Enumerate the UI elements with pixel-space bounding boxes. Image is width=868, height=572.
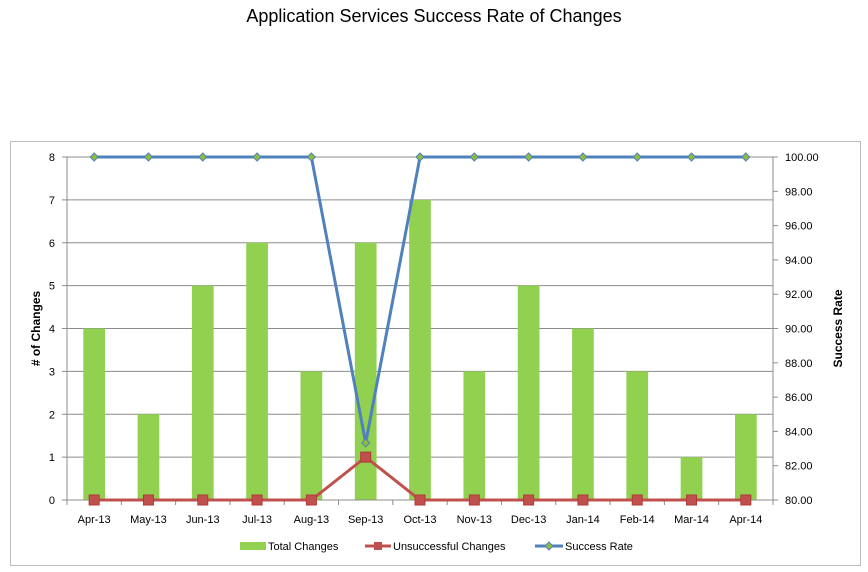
x-tick-label: Oct-13 xyxy=(403,514,436,526)
y2-tick-label: 86.00 xyxy=(785,392,813,404)
bar-total-changes xyxy=(300,371,323,500)
marker-unsuccessful-changes xyxy=(740,494,752,506)
y2-axis-title: Success Rate xyxy=(831,289,845,367)
marker-unsuccessful-changes xyxy=(88,494,100,506)
marker-success-rate xyxy=(469,152,480,162)
marker-success-rate xyxy=(198,152,208,162)
y-tick-label: 0 xyxy=(49,495,55,507)
marker-success-rate xyxy=(415,152,425,162)
marker-unsuccessful-changes xyxy=(360,451,372,463)
bar-total-changes xyxy=(463,371,486,500)
x-tick-label: Jan-14 xyxy=(566,514,600,526)
y-tick-label: 5 xyxy=(49,281,55,293)
marker-success-rate xyxy=(523,152,534,162)
bar-total-changes xyxy=(572,328,594,500)
y-tick-label: 6 xyxy=(49,238,55,250)
y2-tick-label: 88.00 xyxy=(785,358,813,370)
chart-title: Application Services Success Rate of Cha… xyxy=(246,6,622,26)
marker-success-rate xyxy=(306,152,317,162)
y-tick-label: 8 xyxy=(49,152,55,164)
bar-total-changes xyxy=(517,285,540,500)
marker-success-rate xyxy=(89,152,99,162)
bar-total-changes xyxy=(83,328,106,500)
marker-unsuccessful-changes xyxy=(414,494,426,506)
bar-total-changes xyxy=(626,371,649,500)
legend-swatch-total-changes xyxy=(240,542,266,550)
x-tick-label: May-13 xyxy=(130,514,167,526)
marker-success-rate xyxy=(741,152,751,162)
marker-unsuccessful-changes xyxy=(251,494,263,506)
x-tick-label: Nov-13 xyxy=(457,514,492,526)
y-tick-label: 7 xyxy=(49,195,55,207)
marker-success-rate xyxy=(686,152,697,162)
y2-tick-label: 100.00 xyxy=(785,152,819,164)
marker-unsuccessful-changes xyxy=(523,494,535,506)
x-tick-label: Dec-13 xyxy=(511,514,546,526)
x-tick-label: Apr-13 xyxy=(78,514,111,526)
legend-marker-diamond xyxy=(544,541,554,551)
y2-tick-label: 96.00 xyxy=(785,221,813,233)
bar-total-changes xyxy=(354,242,377,500)
legend-label: Unsuccessful Changes xyxy=(393,541,506,553)
marker-unsuccessful-changes xyxy=(142,494,154,506)
marker-success-rate xyxy=(360,438,371,448)
x-tick-label: Apr-14 xyxy=(729,514,762,526)
y2-tick-label: 92.00 xyxy=(785,289,813,301)
x-tick-label: Feb-14 xyxy=(620,514,655,526)
marker-unsuccessful-changes xyxy=(468,494,480,506)
line-series xyxy=(88,152,752,506)
legend-marker-square xyxy=(374,542,382,550)
marker-unsuccessful-changes xyxy=(197,494,209,506)
bar-total-changes xyxy=(409,199,431,500)
y-axis-title: # of Changes xyxy=(29,291,43,367)
y-tick-label: 2 xyxy=(49,409,55,421)
legend-label: Success Rate xyxy=(565,541,633,553)
marker-unsuccessful-changes xyxy=(305,494,317,506)
marker-unsuccessful-changes xyxy=(686,494,698,506)
bar-total-changes xyxy=(734,414,757,500)
y-tick-label: 3 xyxy=(49,366,55,378)
marker-success-rate xyxy=(252,152,262,162)
y2-tick-label: 82.00 xyxy=(785,461,813,473)
x-tick-label: Jun-13 xyxy=(186,514,220,526)
legend-label: Total Changes xyxy=(268,541,339,553)
y-tick-label: 4 xyxy=(49,324,55,336)
bar-total-changes xyxy=(137,414,160,500)
bar-total-changes xyxy=(680,457,703,500)
bar-total-changes xyxy=(246,242,268,500)
bar-total-changes xyxy=(191,285,214,500)
y2-tick-label: 94.00 xyxy=(785,255,813,267)
y2-tick-label: 80.00 xyxy=(785,495,813,507)
marker-success-rate xyxy=(143,152,154,162)
y2-tick-label: 98.00 xyxy=(785,186,813,198)
axis-labels: 0 1 2 3 4 5 6 7 8 80.00 82.00 84.00 86.00 88.00 90.00 9… xyxy=(29,152,845,526)
y2-tick-label: 84.00 xyxy=(785,426,813,438)
x-tick-label: Aug-13 xyxy=(294,514,329,526)
x-tick-label: Jul-13 xyxy=(242,514,272,526)
y2-tick-label: 90.00 xyxy=(785,324,813,336)
marker-success-rate xyxy=(578,152,588,162)
total-changes-bars xyxy=(83,199,757,500)
marker-success-rate xyxy=(632,152,642,162)
marker-unsuccessful-changes xyxy=(577,494,589,506)
legend: Total Changes Unsuccessful Changes Success… xyxy=(240,541,633,553)
x-tick-label: Sep-13 xyxy=(348,514,383,526)
x-tick-label: Mar-14 xyxy=(674,514,709,526)
marker-unsuccessful-changes xyxy=(631,494,643,506)
y-tick-label: 1 xyxy=(49,452,55,464)
